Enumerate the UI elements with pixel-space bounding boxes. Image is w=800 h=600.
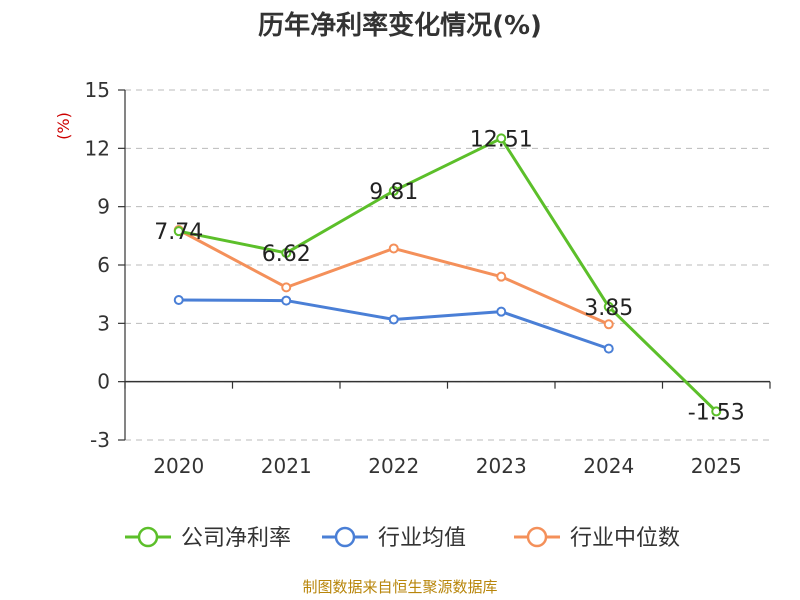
y-tick-label: 0 xyxy=(97,370,110,394)
data-point xyxy=(711,406,722,417)
legend: 公司净利率 行业均值 行业中位数 xyxy=(125,526,680,551)
data-point xyxy=(173,295,184,305)
data-point xyxy=(281,295,292,306)
data-label: 9.81 xyxy=(369,180,418,205)
y-tick-label: 12 xyxy=(85,136,110,160)
data-label: 7.74 xyxy=(154,220,203,245)
data-point xyxy=(603,343,614,354)
x-tick-label: 2024 xyxy=(583,454,634,478)
data-point xyxy=(281,282,292,293)
y-tick-label: 3 xyxy=(97,311,110,335)
x-tick-label: 2025 xyxy=(691,454,742,478)
x-tick-label: 2020 xyxy=(153,454,204,478)
data-point xyxy=(496,133,507,144)
legend-label: 公司净利率 xyxy=(181,526,291,551)
series-line xyxy=(178,136,718,413)
data-point xyxy=(388,314,399,325)
data-point xyxy=(388,243,399,254)
legend-label: 行业均值 xyxy=(378,526,466,551)
x-tick-label: 2021 xyxy=(261,454,312,478)
data-label: 12.51 xyxy=(470,127,533,152)
y-tick-label: 6 xyxy=(97,253,110,277)
data-label: -1.53 xyxy=(688,400,745,425)
data-point xyxy=(173,226,184,237)
x-tick-label: 2022 xyxy=(368,454,419,478)
data-point xyxy=(603,319,614,330)
axes xyxy=(118,89,771,441)
y-tick-labels: -3 0 3 6 9 12 15 xyxy=(85,78,110,452)
y-axis-unit: (%) xyxy=(54,112,73,140)
x-tick-labels: 2020 2021 2022 2023 2024 2025 xyxy=(153,454,741,478)
data-point xyxy=(496,306,507,317)
data-label: 6.62 xyxy=(262,242,311,267)
chart-title: 历年净利率变化情况(%) xyxy=(258,10,542,41)
legend-swatch-marker xyxy=(526,526,548,548)
y-tick-label: -3 xyxy=(90,428,110,452)
legend-swatch-marker xyxy=(334,526,356,548)
data-point xyxy=(388,185,399,196)
series-lines xyxy=(173,133,722,417)
data-label: 3.85 xyxy=(584,296,633,321)
y-tick-label: 9 xyxy=(97,195,110,219)
data-labels: 7.74 6.62 9.81 12.51 3.85 -1.53 xyxy=(154,127,744,425)
legend-label: 行业中位数 xyxy=(570,526,680,551)
data-point xyxy=(281,247,292,258)
data-point xyxy=(603,301,614,312)
data-point xyxy=(496,271,507,282)
y-tick-label: 15 xyxy=(85,78,110,102)
x-tick-label: 2023 xyxy=(476,454,527,478)
legend-swatch-marker xyxy=(137,526,159,548)
source-note: 制图数据来自恒生聚源数据库 xyxy=(302,578,497,596)
